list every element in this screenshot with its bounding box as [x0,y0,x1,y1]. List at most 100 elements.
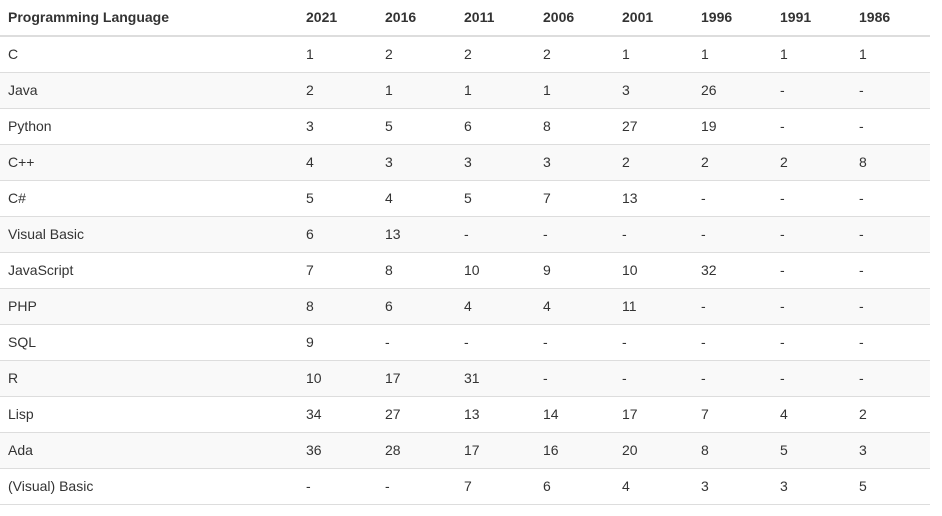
rank-cell: 5 [377,108,456,145]
rank-cell: - [772,360,851,397]
rank-cell: - [614,216,693,253]
rank-cell: 36 [298,432,377,469]
rank-cell: 7 [456,468,535,505]
rank-cell: 1 [851,35,930,73]
rank-cell: 1 [772,35,851,73]
rank-cell: 8 [851,144,930,181]
rank-cell: - [772,108,851,145]
language-cell: (Visual) Basic [0,468,298,505]
rank-cell: 1 [456,72,535,109]
rank-cell: 6 [377,288,456,325]
rank-cell: - [693,288,772,325]
column-header-year: 2001 [614,0,693,37]
rank-cell: 32 [693,252,772,289]
rank-cell: 2 [693,144,772,181]
rank-cell: 16 [535,432,614,469]
rank-cell: 14 [535,396,614,433]
rank-cell: 13 [377,216,456,253]
table-row: R 10 17 31- - - - - [0,360,930,397]
rank-cell: 7 [535,180,614,217]
rank-cell: 7 [298,252,377,289]
rank-cell: 5 [772,432,851,469]
rank-cell: 27 [377,396,456,433]
language-cell: R [0,360,298,397]
rank-cell: - [693,360,772,397]
rank-cell: 2 [772,144,851,181]
column-header-year: 1986 [851,0,930,37]
rank-cell: 2 [535,35,614,73]
rank-cell: 4 [535,288,614,325]
rank-cell: 6 [535,468,614,505]
rank-cell: - [772,252,851,289]
rank-cell: 4 [377,180,456,217]
rank-cell: - [772,216,851,253]
table-row: C# 5 4 5 7 13- - - [0,180,930,217]
language-cell: C# [0,180,298,217]
rank-cell: - [693,216,772,253]
table-row: (Visual) Basic - -7 6 4 3 3 5 [0,468,930,505]
table-row: Lisp 34 27 13 14 17 7 4 2 [0,396,930,433]
rank-cell: - [851,216,930,253]
table-row: Visual Basic 6 13- - - - - - [0,216,930,253]
rank-cell: 8 [535,108,614,145]
rank-cell: 1 [614,35,693,73]
table-body: C 1 2 2 2 1 1 1 1 Java 2 1 1 1 3 26- - Python 3 5 6 8 27 19- - C+… [0,35,930,505]
rank-cell: 3 [456,144,535,181]
rank-cell: - [851,324,930,361]
rank-cell: 26 [693,72,772,109]
rank-cell: 10 [456,252,535,289]
rank-cell: - [851,108,930,145]
rank-cell: - [851,72,930,109]
rank-cell: 3 [851,432,930,469]
column-header-year: 1991 [772,0,851,37]
rank-cell: 17 [377,360,456,397]
rank-cell: 5 [851,468,930,505]
table-row: Java 2 1 1 1 3 26- - [0,72,930,109]
column-header-year: 2006 [535,0,614,37]
rank-cell: - [535,324,614,361]
rank-cell: - [851,252,930,289]
rank-cell: - [535,216,614,253]
rank-cell: 2 [298,72,377,109]
rank-cell: - [377,324,456,361]
rank-cell: - [614,360,693,397]
rank-cell: 4 [772,396,851,433]
column-header-language: Programming Language [0,0,298,37]
rank-cell: 3 [377,144,456,181]
rank-cell: 1 [377,72,456,109]
column-header-year: 2021 [298,0,377,37]
rank-cell: 3 [298,108,377,145]
rank-cell: 6 [298,216,377,253]
rank-cell: 5 [298,180,377,217]
rank-cell: - [851,360,930,397]
rank-cell: 31 [456,360,535,397]
rank-cell: - [772,72,851,109]
rank-cell: - [851,180,930,217]
table-row: Ada 36 28 17 16 20 8 5 3 [0,432,930,469]
rank-cell: 3 [614,72,693,109]
rank-cell: 19 [693,108,772,145]
rank-cell: 3 [535,144,614,181]
rank-cell: 10 [614,252,693,289]
rank-cell: 2 [456,35,535,73]
rank-cell: - [851,288,930,325]
language-cell: C [0,35,298,73]
language-cell: Java [0,72,298,109]
language-cell: JavaScript [0,252,298,289]
rank-cell: 28 [377,432,456,469]
column-header-year: 2016 [377,0,456,37]
rank-cell: 9 [298,324,377,361]
rank-cell: 8 [298,288,377,325]
rank-cell: 17 [614,396,693,433]
rank-cell: 2 [377,35,456,73]
rank-cell: - [614,324,693,361]
rank-cell: 4 [614,468,693,505]
rank-cell: 3 [772,468,851,505]
rank-cell: 3 [693,468,772,505]
rank-cell: - [693,180,772,217]
rank-cell: 13 [456,396,535,433]
rank-cell: 5 [456,180,535,217]
rank-cell: - [377,468,456,505]
